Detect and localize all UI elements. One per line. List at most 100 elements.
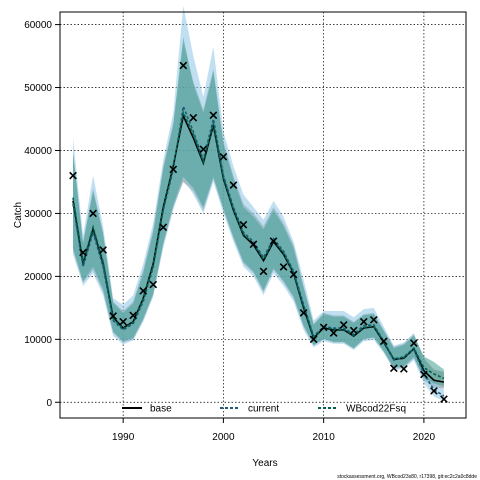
y-tick-label: 60000 [24, 20, 52, 31]
observed-point [410, 339, 418, 347]
observed-point-stroke [440, 395, 448, 403]
observed-point-stroke [99, 246, 107, 254]
observed-point [119, 317, 128, 326]
plot-frame [59, 11, 467, 419]
observed-point [209, 111, 218, 120]
observed-point [89, 209, 97, 218]
observed-point-stroke [369, 315, 378, 324]
observed-point [149, 280, 158, 289]
observed-point-stroke [179, 61, 188, 70]
x-tick-label: 2020 [413, 432, 436, 443]
observed-point [259, 267, 268, 276]
observed-point [239, 220, 248, 229]
observed-point-stroke [420, 370, 428, 379]
observed-point [379, 337, 388, 346]
observed-point [159, 223, 168, 232]
x-tick-label: 2010 [313, 432, 336, 443]
observed-point [179, 61, 188, 70]
legend-label-wbcod22fsq: WBcod22Fsq [346, 404, 406, 415]
observed-point [199, 145, 208, 154]
y-tick-label: 0 [46, 398, 52, 409]
observed-point [79, 248, 87, 257]
observed-point [229, 181, 238, 189]
observed-point-stroke [309, 335, 318, 344]
observed-point-stroke [359, 317, 368, 326]
observed-point [399, 365, 408, 373]
observed-point-stroke [339, 320, 348, 329]
y-tick-label: 30000 [24, 209, 52, 220]
x-tick-label: 2000 [212, 432, 235, 443]
observed-point [289, 270, 298, 279]
observed-point [109, 312, 117, 320]
observed-point-stroke [169, 165, 178, 174]
observed-point-stroke [229, 181, 238, 189]
y-tick-label: 20000 [24, 272, 52, 283]
observed-point [430, 387, 438, 395]
observed-point [359, 317, 368, 326]
observed-point [279, 263, 288, 271]
observed-point-stroke [69, 171, 77, 180]
observed-point-stroke [199, 145, 208, 154]
observed-point-stroke [379, 337, 388, 346]
observed-point [389, 364, 398, 373]
observed-point-stroke [209, 111, 218, 120]
observed-point [319, 323, 328, 332]
observed-point-stroke [279, 263, 288, 271]
observed-point [309, 335, 318, 344]
observed-point [219, 152, 228, 161]
observed-point-stroke [119, 317, 128, 326]
observed-point-stroke [139, 286, 148, 295]
observed-point-stroke [219, 152, 228, 161]
observed-point-stroke [159, 223, 168, 232]
observed-point-stroke [299, 309, 308, 317]
observed-point [329, 329, 338, 337]
observed-point [349, 326, 358, 335]
observed-point-stroke [319, 323, 328, 332]
observed-point-stroke [109, 312, 117, 320]
observed-point-stroke [129, 311, 138, 320]
observed-point-stroke [289, 270, 298, 279]
x-axis-title: Years [252, 458, 277, 469]
observed-point-stroke [189, 113, 198, 122]
footnote: stockassessment.org, WBcod23s80, r17398,… [337, 474, 477, 480]
y-tick-label: 50000 [24, 83, 52, 94]
observed-point [69, 171, 77, 180]
axes: 1990 2000 2010 2020 0 10000 20000 30000 40000 500… [24, 20, 435, 443]
observed-point [139, 286, 148, 295]
observed-point [99, 246, 107, 254]
observed-point-stroke [249, 240, 258, 249]
legend-label-base: base [150, 404, 172, 415]
observed-point-stroke [89, 209, 97, 218]
observed-point-stroke [269, 237, 278, 245]
observed-point [369, 315, 378, 324]
x-tick-label: 1990 [112, 432, 135, 443]
y-axis-title: Catch [13, 202, 24, 228]
observed-point-stroke [239, 220, 248, 229]
legend: base current WBcod22Fsq [122, 404, 406, 415]
observed-point-stroke [430, 387, 438, 395]
observed-point [189, 113, 198, 122]
observed-point [129, 311, 138, 320]
observed-point-stroke [389, 364, 398, 373]
observed-point-stroke [399, 365, 408, 373]
observed-point-stroke [410, 339, 418, 347]
observed-point [339, 320, 348, 329]
observed-point [420, 370, 428, 379]
observed-point-stroke [329, 329, 338, 337]
observed-point-stroke [349, 326, 358, 335]
observed-point [269, 237, 278, 245]
observed-point-stroke [259, 267, 268, 276]
observed-point [169, 165, 178, 174]
y-tick-label: 40000 [24, 146, 52, 157]
observed-point [299, 309, 308, 317]
observed-point-stroke [149, 280, 158, 289]
observed-points [69, 61, 448, 403]
band-wbcod22fsq [73, 37, 444, 387]
observed-point-stroke [79, 248, 87, 257]
legend-label-current: current [248, 404, 279, 415]
y-tick-label: 10000 [24, 335, 52, 346]
confidence-bands [73, 5, 444, 402]
observed-point [249, 240, 258, 249]
observed-point [440, 395, 448, 403]
